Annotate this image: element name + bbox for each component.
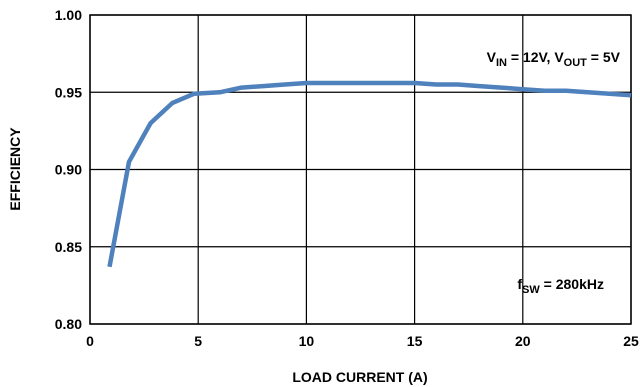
- series-layer: [107, 80, 632, 268]
- fsw-value: = 280kHz: [540, 276, 604, 292]
- fsw-label: f: [517, 276, 522, 292]
- x-tick-label: 10: [299, 333, 315, 349]
- efficiency-curve: [107, 80, 632, 268]
- plot-frame: [89, 14, 632, 325]
- vout-value: = 5V: [587, 49, 621, 65]
- y-tick-label: 0.95: [55, 84, 82, 100]
- vin-subscript: IN: [496, 57, 507, 69]
- vin-label: V: [487, 49, 497, 65]
- fsw-annotation: fSW = 280kHz: [517, 276, 604, 296]
- fsw-subscript: SW: [522, 284, 540, 296]
- x-axis-title: LOAD CURRENT (A): [292, 369, 427, 385]
- y-tick-label: 1.00: [55, 7, 82, 23]
- y-tick-label: 0.80: [55, 316, 82, 332]
- y-tick-label: 0.90: [55, 162, 82, 178]
- x-tick-label: 0: [86, 333, 94, 349]
- x-tick-label: 20: [515, 333, 531, 349]
- x-tick-label: 5: [194, 333, 202, 349]
- vin-value: = 12V, V: [507, 49, 564, 65]
- y-tick-label: 0.85: [55, 239, 82, 255]
- y-tick-labels: 0.80 0.85 0.90 0.95 1.00: [55, 7, 82, 332]
- y-axis-title: EFFICIENCY: [7, 127, 23, 211]
- x-tick-labels: 0 5 10 15 20 25: [86, 333, 639, 349]
- x-tick-label: 15: [407, 333, 423, 349]
- x-tick-label: 25: [623, 333, 639, 349]
- vout-subscript: OUT: [564, 57, 588, 69]
- vin-vout-annotation: VIN = 12V, VOUT = 5V: [487, 49, 621, 69]
